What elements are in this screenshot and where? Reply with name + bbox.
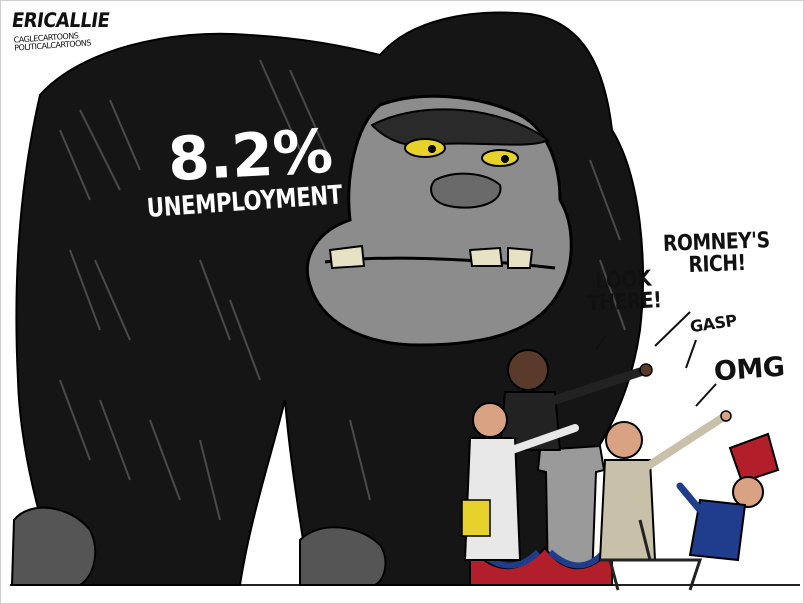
gorilla-nose [430,172,502,209]
figure-head-1 [507,349,549,391]
fur-strokes [59,59,626,521]
figure-hat [728,432,780,484]
gorilla-tooth-right [507,246,534,269]
gorilla-left-hand [10,506,97,586]
speech-tail-gasp [685,339,697,369]
cartoonist-signature: ERICALLIE [10,8,112,32]
gorilla-left-eye [404,138,446,158]
speech-tail-look [595,335,606,351]
pointing-arm-3 [641,414,726,472]
chair [600,519,703,591]
speech-omg: OMG [713,351,786,388]
speech-tail-omg [695,383,717,407]
pointing-arm-4 [676,482,704,514]
pointing-arm-2 [508,424,579,454]
gorilla-right-eye [481,149,519,167]
pointing-arm-1 [550,367,645,405]
gorilla-right-hand [299,526,387,586]
pointing-crowd [461,349,780,591]
speech-look-line-2: THERE! [586,288,663,317]
speech-tail-romney [654,311,691,347]
speech-romneys-rich: ROMNEY'S RICH! [663,228,771,278]
gorilla-tooth-left [328,244,366,270]
speech-look-there: LOOK THERE! [585,267,663,317]
figure-head-3 [605,421,643,459]
figure-head-2 [472,402,508,438]
figure-head-4 [732,476,764,508]
unemployment-rate: 8.2% [166,116,335,196]
gorilla-tooth-mid [468,246,504,267]
